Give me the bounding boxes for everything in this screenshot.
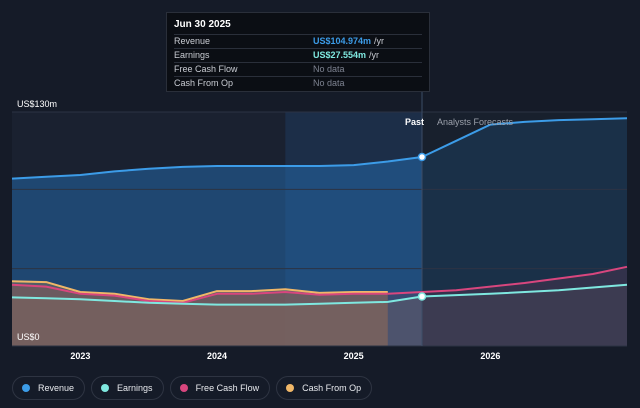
x-tick-label: 2023 (70, 351, 90, 361)
tooltip-row-revenue: Revenue US$104.974m /yr (174, 34, 422, 48)
tooltip-label: Earnings (174, 50, 210, 60)
tooltip-label: Revenue (174, 36, 211, 46)
y-axis-bottom-label: US$0 (17, 332, 40, 342)
forecast-line-2 (387, 265, 628, 295)
series-line-1 (11, 295, 423, 306)
tooltip-label: Free Cash Flow (174, 64, 238, 74)
forecast-line-0 (421, 117, 628, 158)
forecast-label: Analysts Forecasts (437, 117, 514, 127)
tooltip-unit: /yr (374, 36, 385, 46)
tooltip-row-cash-from-op: Cash From Op No data (174, 76, 422, 90)
past-label: Past (405, 117, 424, 127)
tooltip-value: US$104.974m (313, 36, 372, 46)
legend-dot-icon (22, 384, 30, 392)
legend-item-earnings[interactable]: Earnings (91, 376, 164, 400)
legend-item-revenue[interactable]: Revenue (12, 376, 86, 400)
tooltip-unit: /yr (369, 50, 380, 60)
tooltip-date: Jun 30 2025 (174, 19, 231, 30)
area-1 (12, 296, 422, 346)
legend-dot-icon (179, 384, 188, 392)
legend-item-free-cash-flow[interactable]: Free Cash Flow (169, 376, 271, 400)
legend-label: Revenue (38, 383, 75, 393)
legend-label: Free Cash Flow (195, 383, 260, 393)
series-line-3 (11, 280, 388, 302)
tooltip-value: No data (313, 78, 345, 88)
x-tick-label: 2024 (207, 351, 227, 361)
hover-tooltip: Jun 30 2025 Revenue US$104.974m /yr Earn… (166, 12, 430, 92)
series-line-0 (11, 156, 423, 180)
series-line-2 (11, 283, 388, 304)
legend-item-cash-from-op[interactable]: Cash From Op (276, 376, 373, 400)
tooltip-label: Cash From Op (174, 78, 234, 88)
legend-label: Cash From Op (302, 383, 362, 393)
area-3 (12, 281, 388, 346)
hover-point-0 (417, 152, 427, 162)
tooltip-value: No data (313, 64, 345, 74)
forecast-region (422, 112, 627, 346)
hover-point-1 (417, 292, 427, 301)
forecast-area-2 (387, 266, 627, 346)
y-axis-top-label: US$130m (17, 99, 57, 109)
chart-legend: Revenue Earnings Free Cash Flow Cash Fro… (12, 376, 373, 400)
x-tick-label: 2025 (344, 351, 364, 361)
tooltip-row-earnings: Earnings US$27.554m /yr (174, 48, 422, 62)
tooltip-value: US$27.554m (313, 50, 367, 60)
forecast-area-1 (422, 284, 627, 346)
legend-dot-icon (286, 384, 295, 392)
x-tick-label: 2026 (480, 351, 500, 361)
legend-dot-icon (101, 384, 110, 392)
legend-label: Earnings (117, 383, 153, 393)
area-0 (12, 157, 422, 346)
forecast-line-1 (421, 283, 628, 298)
tooltip-row-free-cash-flow: Free Cash Flow No data (174, 62, 422, 76)
